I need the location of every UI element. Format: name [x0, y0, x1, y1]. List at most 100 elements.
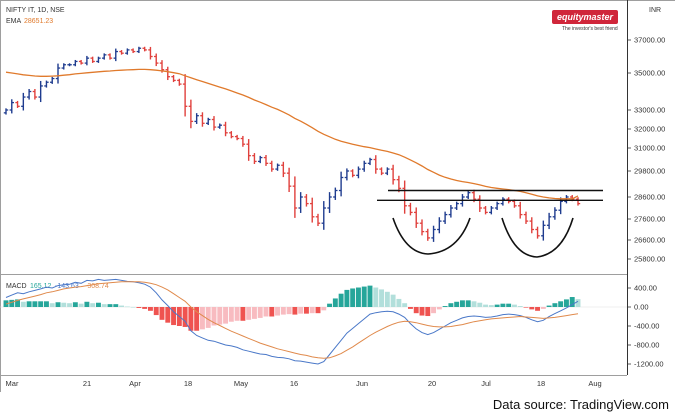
- ohlc-bar: [78, 59, 84, 65]
- ohlc-bar: [396, 175, 402, 193]
- histogram-bar: [431, 307, 437, 314]
- price-bars: [3, 46, 581, 242]
- ohlc-bar: [119, 50, 124, 55]
- x-tick-label: Aug: [588, 379, 601, 388]
- x-tick-label: Jul: [481, 379, 491, 388]
- histogram-bar: [471, 301, 477, 307]
- histogram-bar: [217, 307, 223, 325]
- histogram-bar: [228, 307, 234, 322]
- ohlc-bar: [321, 201, 326, 230]
- ohlc-bar: [523, 211, 529, 224]
- histogram-bar: [298, 307, 304, 314]
- ohlc-bar: [298, 192, 303, 213]
- ohlc-bar: [442, 211, 448, 224]
- ohlc-bar: [327, 192, 332, 213]
- histogram-bar: [500, 303, 506, 307]
- macd-histogram: [3, 285, 581, 331]
- histogram-bar: [223, 307, 229, 324]
- ohlc-bar: [182, 74, 188, 117]
- ohlc-bar: [466, 190, 471, 199]
- ohlc-bar: [344, 168, 350, 181]
- x-tick-label: 20: [428, 379, 436, 388]
- histogram-bar: [136, 307, 142, 308]
- macd-y-axis: 400.00 0.00 -400.00 -800.00 -1200.00: [0, 284, 664, 369]
- histogram-bar: [159, 307, 165, 320]
- histogram-bar: [309, 307, 315, 314]
- histogram-bar: [78, 303, 84, 307]
- ohlc-bar: [448, 205, 454, 218]
- ohlc-bar: [107, 53, 113, 60]
- histogram-bar: [205, 307, 211, 328]
- x-tick-label: 21: [83, 379, 91, 388]
- histogram-bar: [147, 307, 153, 311]
- ohlc-bar: [338, 171, 344, 197]
- histogram-bar: [188, 307, 194, 331]
- ohlc-bar: [130, 48, 136, 54]
- ohlc-bar: [390, 164, 396, 185]
- histogram-bar: [327, 303, 333, 307]
- histogram-bar: [55, 302, 61, 307]
- histogram-bar: [130, 307, 136, 308]
- histogram-bar: [292, 307, 298, 315]
- ohlc-bar: [304, 194, 309, 207]
- histogram-bar: [396, 298, 402, 307]
- histogram-bar: [72, 302, 78, 307]
- ohlc-bar: [113, 48, 118, 62]
- histogram-bar: [257, 307, 263, 318]
- price-tick-label: 29800.00: [634, 167, 665, 176]
- histogram-bar: [142, 307, 148, 309]
- price-tick-label: 26600.00: [634, 236, 665, 245]
- ohlc-bar: [281, 161, 286, 178]
- histogram-bar: [38, 301, 44, 307]
- histogram-bar: [350, 288, 356, 307]
- ohlc-bar: [362, 160, 367, 172]
- histogram-bar: [355, 287, 361, 307]
- ohlc-bar: [50, 76, 55, 84]
- ohlc-bar: [385, 167, 390, 176]
- macd-tick-label: 0.00: [634, 303, 649, 312]
- ohlc-bar: [414, 207, 419, 228]
- ohlc-bar: [431, 225, 436, 242]
- macd-tick-label: -800.00: [634, 341, 659, 350]
- ohlc-bar: [217, 123, 222, 129]
- histogram-bar: [425, 307, 431, 317]
- ohlc-bar: [483, 206, 488, 215]
- ohlc-bar: [494, 201, 500, 210]
- ohlc-bar: [44, 80, 49, 88]
- histogram-bar: [517, 306, 523, 307]
- ohlc-bar: [194, 113, 199, 124]
- ohlc-bar: [402, 180, 407, 214]
- histogram-bar: [32, 301, 38, 307]
- ohlc-bar: [535, 226, 540, 239]
- x-tick-label: 18: [184, 379, 192, 388]
- ohlc-bar: [125, 48, 130, 55]
- histogram-bar: [49, 303, 55, 307]
- histogram-bar: [558, 301, 564, 307]
- ohlc-bar: [246, 139, 251, 161]
- histogram-bar: [315, 307, 321, 314]
- ohlc-bar: [102, 53, 107, 60]
- ohlc-bar: [373, 155, 378, 174]
- histogram-bar: [246, 307, 252, 320]
- ohlc-bar: [258, 155, 263, 164]
- histogram-bar: [286, 307, 292, 315]
- histogram-bar: [15, 299, 21, 307]
- ohlc-bar: [3, 108, 9, 115]
- ohlc-bar: [229, 131, 234, 139]
- ohlc-bar: [315, 213, 321, 227]
- histogram-bar: [171, 307, 177, 326]
- ohlc-bar: [200, 112, 205, 127]
- ohlc-bar: [263, 154, 269, 166]
- histogram-bar: [275, 307, 281, 316]
- histogram-bar: [280, 307, 286, 315]
- price-y-axis: 37000.00 35000.00 33000.00 32000.00 31000.00…: [627, 36, 665, 264]
- histogram-bar: [251, 307, 257, 319]
- histogram-bar: [494, 304, 500, 307]
- ohlc-bar: [9, 99, 14, 114]
- ohlc-bar: [575, 197, 581, 206]
- ohlc-bar: [223, 121, 228, 137]
- x-tick-label: Jun: [356, 379, 368, 388]
- histogram-bar: [511, 304, 517, 307]
- ohlc-bar: [437, 217, 442, 234]
